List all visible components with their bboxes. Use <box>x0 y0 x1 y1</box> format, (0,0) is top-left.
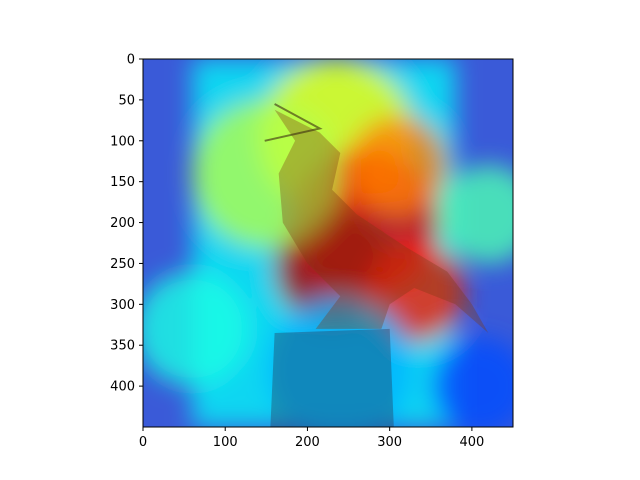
y-tick-label: 250 <box>110 257 135 272</box>
x-tick-label: 300 <box>377 435 402 450</box>
x-tick-label: 400 <box>459 435 484 450</box>
heat-region <box>274 209 390 326</box>
post-silhouette <box>270 328 394 427</box>
y-tick-label: 300 <box>110 298 135 313</box>
bird-silhouette <box>274 109 489 333</box>
heat-layer <box>143 59 513 427</box>
y-axis: 0 50 100 150 200 250 300 350 400 <box>110 53 143 395</box>
subject-layer <box>264 103 489 427</box>
x-axis: 0 100 200 300 400 <box>139 427 484 450</box>
y-tick-label: 50 <box>118 93 135 108</box>
y-tick-label: 350 <box>110 339 135 354</box>
heat-region <box>266 295 415 427</box>
heat-region <box>143 271 250 387</box>
y-tick-label: 0 <box>127 53 135 68</box>
x-tick-label: 100 <box>213 435 238 450</box>
y-tick-label: 200 <box>110 216 135 231</box>
bird-beak <box>264 103 323 142</box>
heat-region <box>348 115 448 215</box>
x-tick-label: 0 <box>139 435 147 450</box>
x-tick-label: 200 <box>295 435 320 450</box>
heat-region <box>430 336 513 427</box>
heat-region <box>439 165 513 264</box>
heat-region <box>192 99 341 248</box>
y-tick-label: 400 <box>110 380 135 395</box>
y-tick-label: 100 <box>110 134 135 149</box>
y-tick-label: 150 <box>110 175 135 190</box>
plot-frame <box>142 58 514 428</box>
